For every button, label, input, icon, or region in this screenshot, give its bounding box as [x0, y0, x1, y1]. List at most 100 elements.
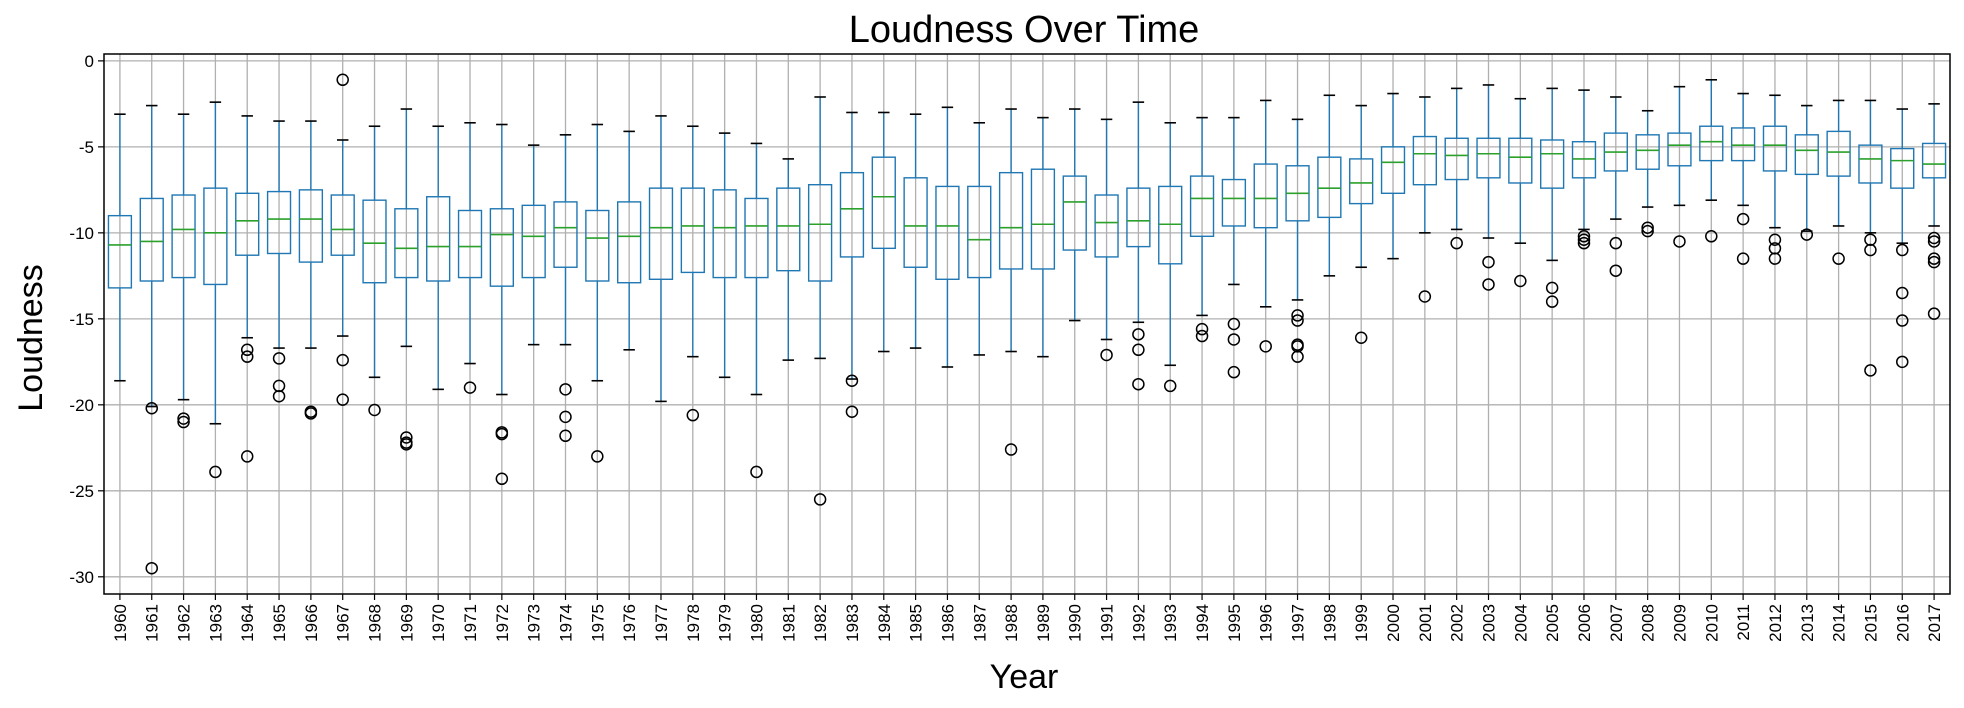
box-iqr [1317, 156, 1342, 219]
y-tick-label: -20 [69, 396, 94, 415]
x-tick-label: 1974 [557, 604, 576, 642]
box-iqr [521, 204, 546, 279]
outlier-point [813, 493, 827, 506]
outlier-point [1195, 322, 1209, 336]
outlier-point [240, 350, 254, 363]
x-tick-label: 1963 [206, 604, 225, 642]
box-iqr [171, 194, 196, 279]
outlier-point [1768, 252, 1782, 265]
x-tick-label: 1993 [1161, 604, 1180, 642]
outlier-point [1291, 314, 1304, 327]
outlier-point [304, 407, 318, 420]
outlier-point [1004, 443, 1018, 456]
box-iqr [1030, 168, 1056, 270]
x-tick-label: 1991 [1098, 604, 1117, 642]
box-iqr [648, 187, 674, 280]
x-tick-label: 2006 [1575, 604, 1594, 642]
box-iqr [680, 187, 705, 274]
outlier-point [1736, 212, 1750, 226]
outlier-point [1896, 243, 1909, 257]
outlier-point [559, 429, 572, 443]
x-tick-label: 1990 [1066, 604, 1085, 642]
plot-area: 0 -5 -10 -15 -20 -25 -30 1960 1961 1962 1963 1964 19… [69, 52, 1951, 642]
outlier-point [1577, 230, 1591, 243]
box-iqr [489, 208, 515, 287]
outlier-point [495, 472, 509, 486]
box-iqr [1221, 178, 1247, 227]
outlier-point [1927, 307, 1941, 320]
x-tick-label: 1960 [111, 604, 130, 642]
x-tick-label: 1976 [620, 604, 639, 642]
outlier-point [1163, 379, 1177, 393]
x-tick-label: 1962 [175, 604, 194, 642]
outlier-point [240, 450, 254, 463]
y-axis-label: Loudness [12, 264, 50, 411]
box-iqr [107, 214, 133, 289]
x-tick-label: 1961 [143, 604, 162, 642]
outlier-point [1832, 252, 1845, 265]
x-tick-label: 2004 [1511, 604, 1530, 642]
box-iqr [616, 201, 642, 284]
outlier-point [686, 408, 700, 422]
box-iqr [712, 189, 737, 279]
x-tick-label: 2011 [1734, 604, 1753, 641]
outlier-point [209, 465, 222, 479]
box-iqr [1158, 185, 1183, 265]
outlier-point [1609, 264, 1623, 277]
outlier-point [177, 415, 190, 429]
box-iqr [1253, 163, 1278, 229]
outlier-point [1450, 236, 1463, 250]
box-iqr [1858, 144, 1883, 184]
outlier-point [1132, 377, 1145, 391]
outlier-point [1227, 317, 1241, 331]
x-tick-label: 1986 [938, 604, 957, 642]
box-iqr [903, 177, 928, 268]
box-iqr [1699, 125, 1724, 162]
box-iqr [1571, 141, 1597, 179]
x-tick-label: 2016 [1893, 604, 1912, 642]
outlier-point [1896, 314, 1909, 327]
x-tick-label: 1979 [716, 604, 735, 642]
outlier-point [1545, 281, 1559, 295]
x-tick-label: 2005 [1543, 604, 1562, 642]
outlier-point [1514, 274, 1527, 288]
x-tick-label: 1970 [429, 604, 448, 642]
outlier-point [1577, 233, 1591, 246]
x-tick-label: 1988 [1002, 604, 1021, 642]
box-iqr [139, 197, 164, 282]
x-tick-label: 2012 [1766, 604, 1785, 642]
outlier-point [1227, 333, 1241, 346]
chart-title: Loudness Over Time [849, 9, 1200, 51]
plot-frame [103, 53, 1951, 595]
x-tick-label: 1969 [397, 604, 416, 642]
y-tick-label: -10 [69, 224, 94, 243]
outlier-point [845, 405, 859, 418]
outlier-point [1482, 255, 1495, 269]
x-tick-label: 2002 [1448, 604, 1467, 642]
outlier-point [1705, 230, 1718, 243]
x-tick-label: 1987 [970, 604, 989, 642]
y-tick-label: -25 [69, 482, 94, 501]
box-iqr [871, 156, 896, 250]
outlier-point [400, 438, 413, 451]
x-tick-label: 1966 [302, 604, 321, 642]
y-tick-label: -5 [79, 138, 94, 157]
x-tick-label: 1994 [1193, 604, 1212, 642]
box-iqr [235, 192, 260, 256]
outlier-point [1768, 233, 1782, 246]
y-tick-label: -30 [69, 568, 94, 587]
box-iqr [1349, 158, 1374, 205]
x-tick-label: 1996 [1257, 604, 1276, 642]
outlier-point [145, 402, 158, 415]
box-iqr [807, 184, 833, 282]
x-tick-label: 1964 [238, 604, 257, 642]
outlier-point [368, 403, 381, 417]
outlier-point [1132, 328, 1145, 341]
box-iqr [1826, 130, 1851, 177]
outlier-point [1736, 252, 1750, 265]
box-iqr [1921, 142, 1947, 179]
outlier-point [1927, 235, 1941, 248]
box-iqr [744, 197, 769, 279]
